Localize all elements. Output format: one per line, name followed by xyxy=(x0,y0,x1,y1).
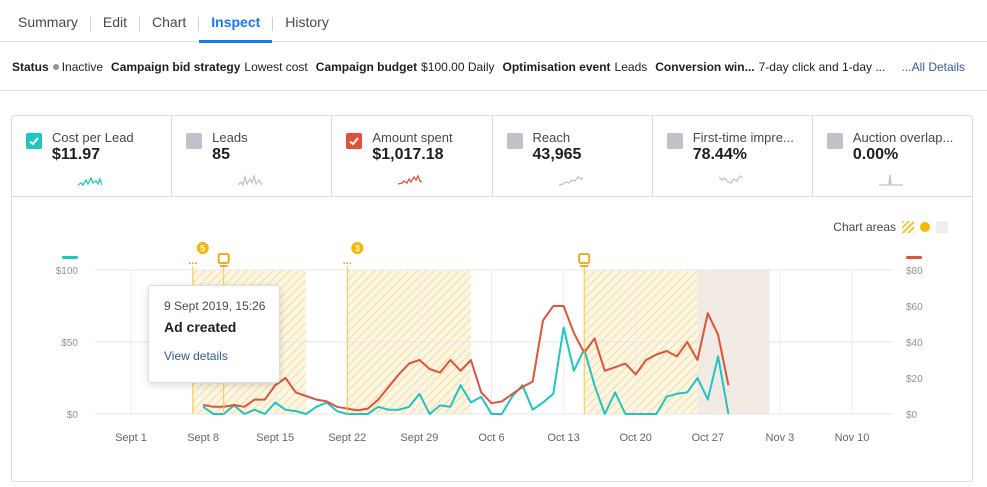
tab-separator xyxy=(198,17,200,31)
tab-history[interactable]: History xyxy=(285,14,329,30)
metric-name: Auction overlap... xyxy=(852,130,954,145)
metric-name: Leads xyxy=(212,130,248,145)
tab-summary[interactable]: Summary xyxy=(18,14,78,30)
sparkline-icon xyxy=(718,175,743,184)
conversion-window-value: 7-day click and 1-day ... xyxy=(758,59,886,74)
conversion-window-label: Conversion win... xyxy=(655,59,755,74)
metric-value: 0.00% xyxy=(852,146,899,163)
metric-value: 43,965 xyxy=(532,146,582,163)
view-details-link[interactable]: View details xyxy=(164,349,228,363)
metric-selector-row: Cost per Lead $11.97 Leads 85 Amount spe… xyxy=(12,116,972,197)
status-dot-icon xyxy=(52,63,59,70)
metric-name: Reach xyxy=(532,130,571,145)
sparkline-icon xyxy=(78,176,102,186)
event-tooltip: 9 Sept 2019, 15:26 Ad created View detai… xyxy=(148,285,280,383)
tooltip-title: Ad created xyxy=(164,319,237,335)
metric-value: $1,017.18 xyxy=(372,146,444,163)
metric-name: First-time impre... xyxy=(692,130,794,145)
campaign-status-bar: Status Inactive Campaign bid strategy Lo… xyxy=(0,43,987,91)
bid-strategy-label: Campaign bid strategy xyxy=(111,59,241,74)
tab-separator xyxy=(272,17,274,31)
metric-value: $11.97 xyxy=(52,146,101,163)
metric-first-time-impression[interactable]: First-time impre... 78.44% xyxy=(653,116,813,196)
tab-inspect[interactable]: Inspect xyxy=(199,0,273,43)
metric-value: 78.44% xyxy=(692,146,747,163)
all-details-link[interactable]: ...All Details xyxy=(901,60,965,74)
sparkline-icon xyxy=(398,174,423,185)
checkbox-unchecked-icon[interactable] xyxy=(506,133,523,149)
optimisation-label: Optimisation event xyxy=(502,59,611,74)
checkbox-checked-icon[interactable] xyxy=(26,133,42,149)
status-label: Status xyxy=(12,59,49,74)
sparkline-icon xyxy=(238,174,263,186)
checkbox-unchecked-icon[interactable] xyxy=(666,133,683,149)
event-marker-toggle-icon[interactable] xyxy=(920,222,930,232)
metric-name: Cost per Lead xyxy=(52,130,134,145)
shaded-area-toggle-icon[interactable] xyxy=(936,221,948,233)
tab-edit[interactable]: Edit xyxy=(102,14,128,30)
metric-cost-per-lead[interactable]: Cost per Lead $11.97 xyxy=(12,116,173,196)
tab-separator xyxy=(89,17,91,31)
inspect-chart-card: Cost per Lead $11.97 Leads 85 Amount spe… xyxy=(11,115,973,482)
checkbox-unchecked-icon[interactable] xyxy=(826,133,843,149)
tab-bar: Summary Edit Chart Inspect History xyxy=(0,0,987,43)
tooltip-date: 9 Sept 2019, 15:26 xyxy=(164,299,266,313)
metric-leads[interactable]: Leads 85 xyxy=(172,116,333,196)
hatch-area-toggle-icon[interactable] xyxy=(902,221,914,233)
checkbox-unchecked-icon[interactable] xyxy=(186,133,203,149)
sparkline-icon xyxy=(878,174,903,186)
metric-value: 85 xyxy=(212,146,230,163)
optimisation-value: Leads xyxy=(614,59,648,74)
tab-separator xyxy=(139,17,141,31)
checkbox-checked-icon[interactable] xyxy=(346,133,363,149)
chart-areas-legend: Chart areas xyxy=(833,220,948,234)
status-value: Inactive xyxy=(61,59,104,74)
budget-label: Campaign budget xyxy=(315,59,418,74)
metric-reach[interactable]: Reach 43,965 xyxy=(493,116,653,196)
metric-auction-overlap[interactable]: Auction overlap... 0.00% xyxy=(813,116,972,196)
budget-value: $100.00 Daily xyxy=(421,59,495,74)
tab-chart[interactable]: Chart xyxy=(152,14,187,30)
metric-amount-spent[interactable]: Amount spent $1,017.18 xyxy=(332,116,493,196)
chart-areas-label: Chart areas xyxy=(833,220,896,234)
sparkline-icon xyxy=(558,176,583,186)
bid-strategy-value: Lowest cost xyxy=(244,59,308,74)
metric-name: Amount spent xyxy=(372,130,453,145)
